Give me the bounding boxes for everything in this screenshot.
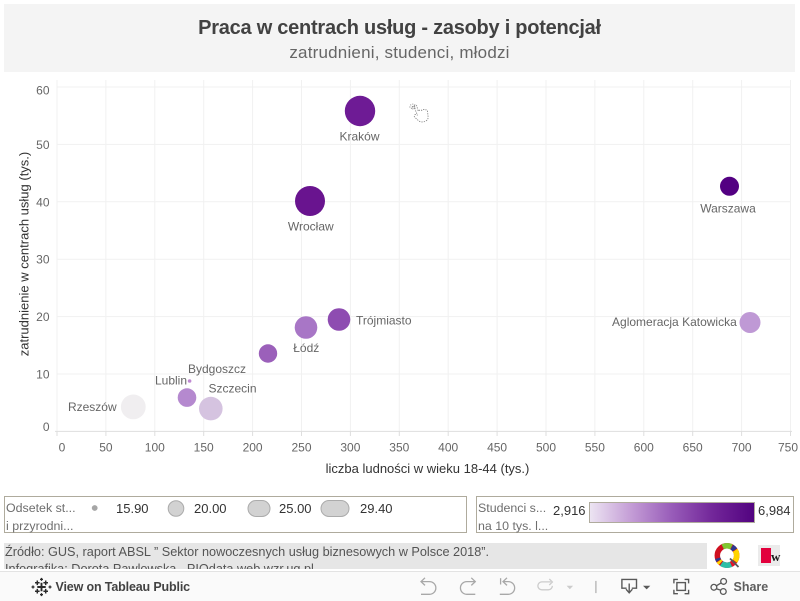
svg-text:50: 50 bbox=[99, 441, 113, 455]
svg-text:Szczecin: Szczecin bbox=[208, 382, 256, 396]
svg-text:150: 150 bbox=[194, 441, 214, 455]
svg-text:15.90: 15.90 bbox=[116, 501, 149, 516]
svg-text:700: 700 bbox=[732, 441, 752, 455]
svg-text:Warszawa: Warszawa bbox=[700, 201, 756, 215]
svg-text:550: 550 bbox=[585, 441, 605, 455]
svg-text:500: 500 bbox=[536, 441, 556, 455]
svg-text:0: 0 bbox=[43, 420, 50, 434]
svg-text:10: 10 bbox=[36, 368, 50, 382]
svg-text:20: 20 bbox=[36, 310, 50, 324]
svg-text:Łódź: Łódź bbox=[293, 341, 319, 355]
svg-text:300: 300 bbox=[340, 441, 360, 455]
svg-text:750: 750 bbox=[778, 441, 798, 455]
svg-text:40: 40 bbox=[36, 195, 50, 209]
svg-text:Bydgoszcz: Bydgoszcz bbox=[188, 362, 246, 376]
svg-text:zatrudnienie w centrach usług: zatrudnienie w centrach usług (tys.) bbox=[17, 152, 32, 356]
svg-text:400: 400 bbox=[438, 441, 458, 455]
svg-text:Aglomeracja Katowicka: Aglomeracja Katowicka bbox=[612, 315, 737, 329]
svg-text:60: 60 bbox=[36, 84, 50, 98]
svg-text:450: 450 bbox=[487, 441, 507, 455]
svg-text:30: 30 bbox=[36, 253, 50, 267]
svg-text:650: 650 bbox=[683, 441, 703, 455]
svg-text:200: 200 bbox=[243, 441, 263, 455]
svg-text:600: 600 bbox=[634, 441, 654, 455]
svg-text:0: 0 bbox=[59, 441, 66, 455]
svg-text:29.40: 29.40 bbox=[360, 501, 393, 516]
svg-text:Wrocław: Wrocław bbox=[288, 220, 334, 234]
svg-text:20.00: 20.00 bbox=[194, 501, 227, 516]
svg-text:Lublin: Lublin bbox=[155, 374, 187, 388]
svg-text:Kraków: Kraków bbox=[339, 130, 379, 144]
svg-text:250: 250 bbox=[291, 441, 311, 455]
svg-text:100: 100 bbox=[145, 441, 165, 455]
svg-text:Trójmiasto: Trójmiasto bbox=[356, 314, 412, 328]
svg-text:liczba ludności w wieku 18-44: liczba ludności w wieku 18-44 (tys.) bbox=[326, 461, 530, 476]
svg-text:25.00: 25.00 bbox=[279, 501, 312, 516]
svg-text:350: 350 bbox=[389, 441, 409, 455]
svg-text:Rzeszów: Rzeszów bbox=[68, 400, 117, 414]
svg-text:50: 50 bbox=[36, 138, 50, 152]
